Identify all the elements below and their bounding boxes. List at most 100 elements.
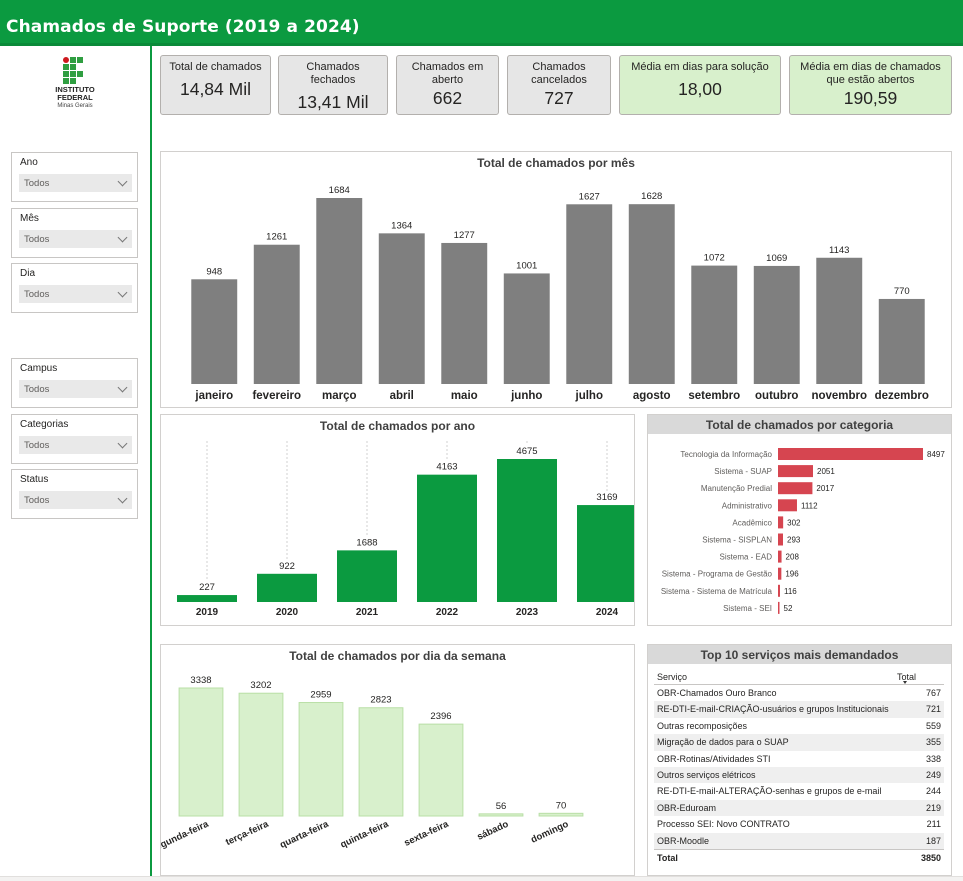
- slicer-dropdown-mes[interactable]: Todos: [19, 230, 132, 248]
- table-row[interactable]: OBR-Rotinas/Atividades STI 338: [657, 753, 941, 764]
- data-label: 70: [556, 800, 567, 811]
- slicer-dropdown-ano[interactable]: Todos: [19, 174, 132, 192]
- x-tick-label: 2024: [596, 607, 619, 618]
- data-label: 1112: [801, 501, 818, 510]
- report-header: Chamados de Suporte (2019 a 2024): [0, 0, 963, 46]
- slicer-campus: Campus Todos: [11, 358, 138, 408]
- bar-Tecnologia da Informação: [778, 448, 923, 460]
- kpi-value: 18,00: [678, 79, 722, 99]
- bar-novembro: [816, 257, 863, 384]
- slicer-mes: Mês Todos: [11, 208, 138, 258]
- slicer-dropdown-categorias[interactable]: Todos: [19, 436, 132, 454]
- bar-janeiro: [191, 279, 238, 384]
- data-label: 302: [787, 518, 801, 527]
- data-label: 1627: [579, 191, 600, 202]
- bar-2020: [257, 573, 317, 602]
- bar-segunda-feira: [178, 687, 224, 817]
- slicer-dropdown-campus[interactable]: Todos: [19, 380, 132, 398]
- kpi-media-dias-abertos: Média em dias de chamados que estão aber…: [789, 55, 952, 115]
- slicer-dropdown-status[interactable]: Todos: [19, 491, 132, 509]
- x-tick-label: maio: [451, 390, 478, 402]
- x-tick-label: outubro: [755, 390, 798, 402]
- data-label: 1261: [266, 232, 287, 243]
- kpi-title: Total de chamados: [169, 61, 262, 73]
- table-row[interactable]: OBR-Eduroam 219: [654, 799, 944, 817]
- chevron-down-icon: [117, 176, 128, 187]
- column-header-total[interactable]: Total: [897, 672, 917, 682]
- chart-por-dia-semana: 3338 segunda-feira 3202 terça-feira 2959 quar…: [161, 675, 584, 855]
- kpi-title: Média em dias de chamados que estão aber…: [800, 61, 941, 86]
- table-row[interactable]: Outros serviços elétricos 249: [654, 766, 944, 784]
- x-tick-label: dezembro: [875, 390, 929, 402]
- chart-panel-por-dia-semana: Total de chamados por dia da semana 3338…: [160, 644, 635, 876]
- x-tick-label: fevereiro: [252, 390, 301, 402]
- bar-2019: [177, 595, 237, 602]
- kpi-value: 727: [544, 88, 574, 108]
- kpi-total-chamados: Total de chamados 14,84 Mil: [160, 55, 271, 115]
- y-tick-label: Sistema - SUAP: [714, 467, 772, 476]
- x-tick-label: janeiro: [194, 390, 233, 402]
- kpi-chamados-fechados: Chamados fechados 13,41 Mil: [278, 55, 388, 115]
- x-tick-label: 2019: [196, 607, 219, 618]
- table-row[interactable]: RE-DTI-E-mail-ALTERAÇÃO-senhas e grupos …: [657, 786, 941, 797]
- y-tick-label: Sistema - SISPLAN: [702, 536, 772, 545]
- institution-logo: INSTITUTO FEDERAL Minas Gerais: [50, 57, 100, 113]
- bar-2024: [577, 505, 634, 602]
- bar-quinta-feira: [358, 707, 404, 817]
- y-tick-label: Administrativo: [722, 501, 773, 510]
- data-label: 2051: [817, 467, 835, 476]
- x-tick-label: sábado: [475, 819, 510, 843]
- bar-Sistema - SISPLAN: [778, 533, 783, 546]
- kpi-media-dias-solucao: Média em dias para solução 18,00: [619, 55, 781, 115]
- x-tick-label: setembro: [688, 390, 740, 402]
- data-label: 1364: [391, 220, 412, 231]
- chevron-down-icon: [117, 438, 128, 449]
- table-row[interactable]: Outras recomposições 559: [657, 720, 941, 731]
- chart-por-categoria: Tecnologia da Informação 8497 Sistema - SU…: [661, 448, 945, 614]
- x-tick-label: março: [322, 390, 357, 402]
- kpi-value: 190,59: [843, 88, 898, 108]
- x-tick-label: domingo: [529, 819, 570, 846]
- chart-title: Total de chamados por ano: [319, 419, 476, 433]
- kpi-value: 14,84 Mil: [179, 79, 251, 99]
- table-row[interactable]: OBR-Moodle 187: [654, 832, 944, 849]
- slicer-label: Dia: [20, 268, 36, 279]
- data-label: 2823: [370, 695, 391, 706]
- data-label: 208: [786, 553, 800, 562]
- chart-panel-por-ano: Total de chamados por ano 227 2019 922 2020…: [160, 414, 635, 626]
- bar-Sistema - Sistema de Matrícula: [778, 584, 780, 597]
- slicer-dropdown-dia[interactable]: Todos: [19, 285, 132, 303]
- slicer-dia: Dia Todos: [11, 263, 138, 313]
- data-label: 4163: [436, 462, 457, 473]
- bar-junho: [503, 273, 550, 384]
- bar-domingo: [538, 812, 584, 817]
- sidebar-divider: [150, 46, 152, 876]
- kpi-title: Chamados em aberto: [411, 61, 484, 86]
- data-label: 2017: [816, 484, 834, 493]
- y-tick-label: Sistema - EAD: [720, 553, 773, 562]
- table-row[interactable]: Processo SEI: Novo CONTRATO 211: [657, 819, 941, 830]
- bar-Sistema - SEI: [778, 601, 780, 614]
- x-tick-label: terça-feira: [224, 818, 271, 848]
- bar-terça-feira: [238, 692, 284, 817]
- bar-fevereiro: [253, 244, 300, 384]
- slicer-categorias: Categorias Todos: [11, 414, 138, 464]
- table-row[interactable]: OBR-Chamados Ouro Branco 767: [657, 688, 941, 698]
- data-label: 1069: [766, 253, 787, 264]
- slicer-status: Status Todos: [11, 469, 138, 519]
- column-header-servico[interactable]: Serviço: [657, 672, 688, 682]
- y-tick-label: Tecnologia da Informação: [680, 450, 772, 459]
- data-label: 948: [206, 266, 222, 277]
- bar-quarta-feira: [298, 702, 344, 817]
- y-tick-label: Sistema - SEI: [723, 604, 772, 613]
- kpi-chamados-cancelados: Chamados cancelados 727: [507, 55, 611, 115]
- data-label: 3338: [190, 675, 211, 686]
- slicer-label: Categorias: [20, 419, 69, 430]
- chart-por-ano: 227 2019 922 2020 1688 2021 4163 2022 4675 2023 31…: [177, 441, 634, 618]
- table-row[interactable]: RE-DTI-E-mail-CRIAÇÃO-usuários e grupos …: [654, 701, 944, 718]
- table-row[interactable]: Migração de dados para o SUAP 355: [654, 734, 944, 751]
- bar-dezembro: [878, 298, 925, 384]
- x-tick-label: sexta-feira: [403, 818, 451, 848]
- chevron-down-icon: [117, 493, 128, 504]
- table-header: Serviço Total: [654, 669, 944, 685]
